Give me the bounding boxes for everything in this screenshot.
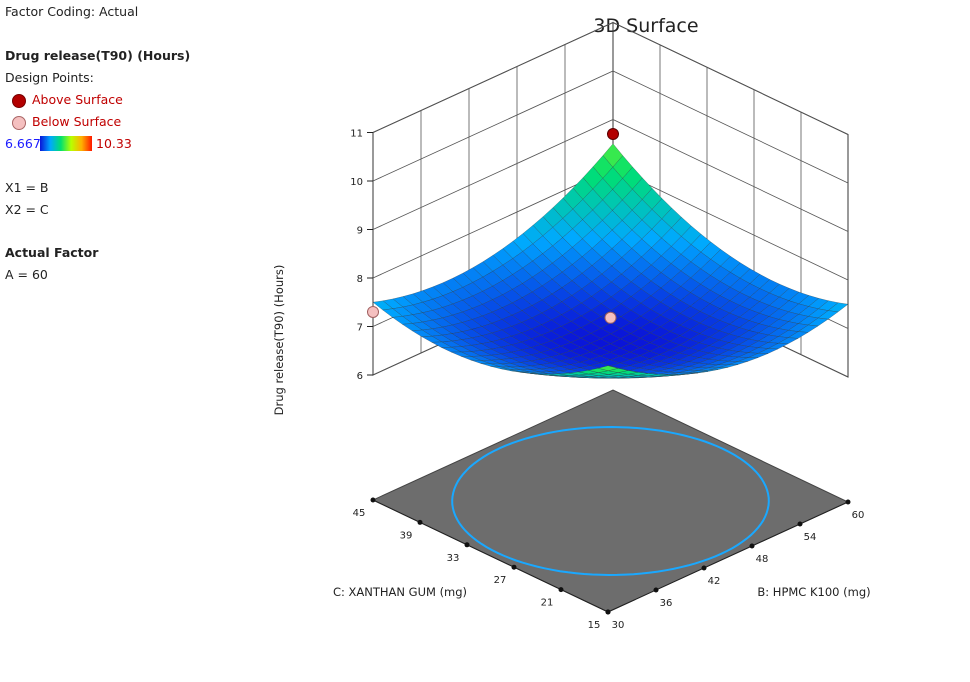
x-tick [797,521,803,527]
chart-title: 3D Surface [593,15,698,37]
design-points-group [367,128,619,324]
z-tick-label: 7 [357,323,363,334]
design-point-below [367,305,379,318]
x-tick [845,499,851,505]
y-axis-line [372,499,609,613]
x-tick-label: 36 [660,598,673,609]
surface-cell [598,365,619,371]
color-scale-min: 6.667 [5,136,41,151]
y-tick-label: 15 [588,620,601,631]
above-surface-marker-icon [12,94,26,108]
y-tick-label: 45 [353,508,366,519]
above-surface-label: Above Surface [32,92,123,107]
y-tick-label: 39 [400,530,413,541]
y-tick-label: 21 [541,598,554,609]
design-points-label: Design Points: [5,70,94,85]
z-tick-label: 9 [357,226,363,237]
contour-line-low [451,425,770,577]
x-tick-label: 48 [756,554,769,565]
y-tick [511,564,517,570]
x-tick-label: 60 [852,510,865,521]
y-tick [370,497,376,503]
wall-gridline [372,22,849,135]
y-tick [605,609,611,615]
y-tick-label: 27 [494,575,507,586]
y-tick [558,587,564,593]
x1-assignment: X1 = B [5,180,49,195]
y-tick [464,542,470,548]
wall-gridline [372,119,849,232]
z-tick-label: 6 [357,371,363,382]
design-point-above [607,128,619,141]
z-tick-label: 8 [357,274,363,285]
x-tick [653,587,659,593]
below-surface-marker-icon [12,116,26,130]
y-tick-label: 33 [447,553,460,564]
x-tick [701,565,707,571]
x-tick-label: 54 [804,532,817,543]
color-scale-bar [40,136,92,151]
wall-gridline [372,70,849,184]
contour-floor [371,389,850,613]
z-tick-label: 11 [350,129,363,140]
response-name: Drug release(T90) (Hours) [5,48,191,63]
factor-coding-label: Factor Coding: Actual [5,4,139,19]
z-axis-label: Drug release(T90) (Hours) [272,265,286,416]
below-surface-label: Below Surface [32,114,122,129]
y-tick [417,519,423,525]
x-tick-label: 42 [708,576,721,587]
x-axis-label: B: HPMC K100 (mg) [757,585,870,599]
design-point-below [604,311,617,324]
actual-factor-value: A = 60 [5,267,48,282]
x-axis-line [607,501,849,613]
x2-assignment: X2 = C [5,202,49,217]
y-axis-label: C: XANTHAN GUM (mg) [333,585,467,599]
surface-mesh [372,143,849,379]
actual-factor-heading: Actual Factor [5,245,99,260]
z-tick-label: 10 [350,177,363,188]
color-scale-max: 10.33 [96,136,132,151]
x-tick [749,543,755,549]
x-tick-label: 30 [612,620,625,631]
